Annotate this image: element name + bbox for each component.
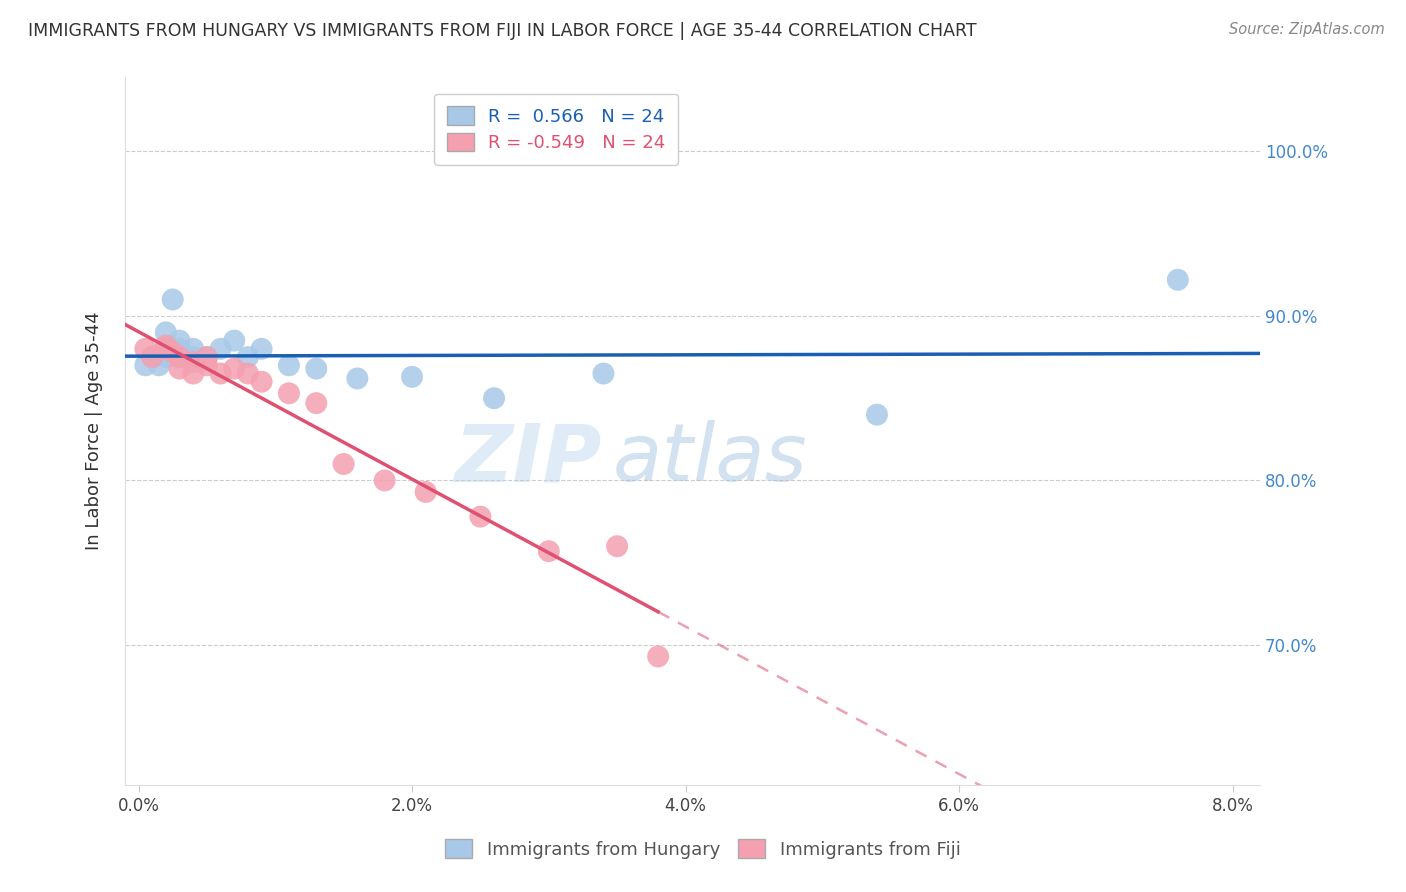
Y-axis label: In Labor Force | Age 35-44: In Labor Force | Age 35-44	[86, 312, 103, 550]
Point	[482, 391, 505, 405]
Point	[592, 367, 614, 381]
Text: ZIP: ZIP	[454, 420, 602, 499]
Point	[195, 359, 218, 373]
Point	[169, 350, 191, 364]
Point	[209, 342, 232, 356]
Point	[537, 544, 560, 558]
Point	[374, 474, 396, 488]
Point	[169, 350, 191, 364]
Point	[224, 334, 246, 348]
Point	[236, 367, 259, 381]
Point	[155, 342, 177, 356]
Point	[277, 386, 299, 401]
Point	[134, 342, 156, 356]
Point	[236, 350, 259, 364]
Point	[141, 350, 163, 364]
Point	[401, 369, 423, 384]
Point	[224, 361, 246, 376]
Point	[346, 371, 368, 385]
Point	[470, 509, 492, 524]
Point	[305, 396, 328, 410]
Text: Source: ZipAtlas.com: Source: ZipAtlas.com	[1229, 22, 1385, 37]
Point	[148, 359, 170, 373]
Point	[181, 342, 204, 356]
Point	[181, 350, 204, 364]
Point	[169, 361, 191, 376]
Point	[277, 359, 299, 373]
Legend: R =  0.566   N = 24, R = -0.549   N = 24: R = 0.566 N = 24, R = -0.549 N = 24	[434, 94, 678, 165]
Point	[606, 539, 628, 553]
Point	[195, 350, 218, 364]
Point	[195, 350, 218, 364]
Point	[332, 457, 354, 471]
Point	[169, 334, 191, 348]
Point	[155, 338, 177, 352]
Legend: Immigrants from Hungary, Immigrants from Fiji: Immigrants from Hungary, Immigrants from…	[434, 829, 972, 870]
Point	[1167, 273, 1189, 287]
Point	[134, 359, 156, 373]
Point	[162, 293, 184, 307]
Point	[169, 342, 191, 356]
Point	[647, 649, 669, 664]
Point	[305, 361, 328, 376]
Point	[866, 408, 889, 422]
Point	[181, 367, 204, 381]
Point	[181, 355, 204, 369]
Point	[141, 350, 163, 364]
Point	[155, 350, 177, 364]
Point	[209, 367, 232, 381]
Point	[162, 345, 184, 359]
Text: atlas: atlas	[613, 420, 807, 499]
Point	[250, 342, 273, 356]
Point	[250, 375, 273, 389]
Point	[415, 485, 437, 500]
Point	[155, 326, 177, 340]
Text: IMMIGRANTS FROM HUNGARY VS IMMIGRANTS FROM FIJI IN LABOR FORCE | AGE 35-44 CORRE: IMMIGRANTS FROM HUNGARY VS IMMIGRANTS FR…	[28, 22, 977, 40]
